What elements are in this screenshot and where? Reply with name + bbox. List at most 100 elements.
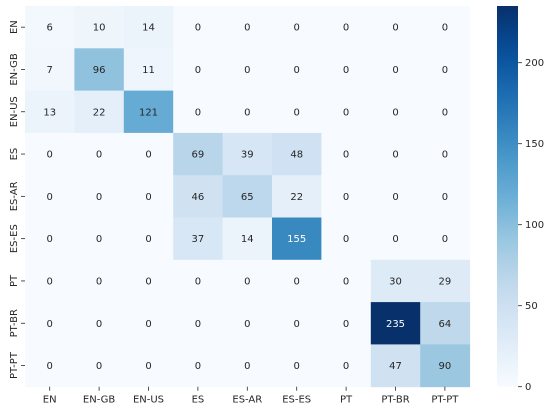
heatmap-cell-value: 0 [392, 234, 398, 245]
heatmap-cell-EN-US-ES-AR [222, 90, 273, 134]
heatmap-cell-value: 0 [244, 23, 250, 34]
heatmap-cell-value: 0 [343, 107, 349, 118]
y-tick-label: PT-PT [9, 351, 20, 379]
heatmap-cell-ES-ES-AR [222, 132, 273, 176]
heatmap-cell-PT-PT-EN-US [123, 344, 174, 388]
x-tick-label: EN [43, 395, 57, 406]
heatmap-cell-ES-ES-PT [321, 217, 372, 261]
heatmap-cell-value: 0 [145, 319, 151, 330]
heatmap-cell-value: 37 [192, 234, 205, 245]
x-tick-label: EN-GB [83, 395, 116, 406]
heatmap-cell-value: 0 [442, 150, 448, 161]
heatmap-cell-value: 0 [343, 65, 349, 76]
heatmap-cell-value: 39 [241, 150, 254, 161]
heatmap-cell-EN-GB-PT-PT [420, 48, 471, 92]
heatmap-cell-ES-EN-US [123, 132, 174, 176]
heatmap-cell-PT-PT-PT [321, 344, 372, 388]
heatmap-cell-ES-AR-ES-AR [222, 175, 273, 218]
heatmap-cell-value: 64 [439, 319, 452, 330]
heatmap-cell-value: 7 [47, 65, 53, 76]
heatmap-cell-ES-AR-ES [173, 175, 224, 218]
heatmap-cell-EN-US-PT-BR [370, 90, 421, 134]
heatmap-cell-PT-PT-BR [370, 259, 421, 303]
heatmap-cell-PT-ES-ES [272, 259, 322, 303]
heatmap-cell-value: 29 [439, 276, 452, 287]
heatmap-cell-EN-PT-PT [420, 6, 471, 49]
heatmap-cells [25, 6, 471, 388]
heatmap-cell-EN-EN-GB [74, 6, 125, 49]
x-tick-label: PT-BR [381, 395, 409, 406]
x-tick-label: PT [340, 395, 353, 406]
heatmap-cell-EN-US-PT-PT [420, 90, 471, 134]
heatmap-cell-PT-PT-EN [25, 344, 75, 388]
heatmap-cell-PT-BR-ES [173, 302, 224, 345]
heatmap-cell-EN-ES [173, 6, 224, 49]
heatmap-cell-ES-AR-EN [25, 175, 75, 218]
x-axis-ticks: EN EN-GB EN-US ES ES-AR ES-ES PT PT-BR PT-PT [43, 386, 459, 406]
heatmap-cell-ES-EN-GB [74, 132, 125, 176]
heatmap-cell-EN-EN [25, 6, 75, 49]
heatmap-cell-PT-BR-ES-AR [222, 302, 273, 345]
heatmap-cell-value: 0 [195, 361, 201, 372]
heatmap-cell-PT-BR-EN-US [123, 302, 174, 345]
heatmap-cell-ES-AR-ES-ES [272, 175, 322, 218]
y-tick-label: EN-GB [9, 53, 20, 86]
heatmap-cell-value: 0 [442, 107, 448, 118]
heatmap-cell-PT-PT [321, 259, 372, 303]
heatmap-cell-value: 0 [294, 319, 300, 330]
heatmap-cell-value: 0 [96, 361, 102, 372]
heatmap-cell-value: 0 [244, 276, 250, 287]
colorbar [497, 6, 518, 387]
y-axis-ticks: EN EN-GB EN-US ES ES-AR ES-ES PT PT-BR PT-PT [9, 20, 25, 379]
heatmap-cell-labels: 6 10 14 0 0 0 0 0 0 7 96 11 0 0 0 0 0 0 13 22 121 0 0 0 0 0 0 0 0 0 69… [43, 23, 451, 372]
heatmap-cell-value: 235 [386, 319, 405, 330]
heatmap-cell-value: 0 [145, 150, 151, 161]
y-tick-label: PT [9, 274, 20, 287]
heatmap-cell-value: 0 [294, 65, 300, 76]
heatmap-cell-EN-US-EN-US [123, 90, 174, 134]
colorbar-tick-label: 50 [525, 301, 538, 312]
heatmap-cell-PT-EN-GB [74, 259, 125, 303]
heatmap-cell-EN-US-ES [173, 90, 224, 134]
heatmap-cell-value: 155 [287, 234, 306, 245]
y-tick-label: PT-BR [9, 309, 20, 337]
heatmap-cell-EN-GB-ES-ES [272, 48, 322, 92]
heatmap-cell-EN-GB-ES-AR [222, 48, 273, 92]
heatmap-cell-value: 0 [343, 234, 349, 245]
heatmap-cell-ES-ES-EN [25, 217, 75, 261]
heatmap-cell-ES-ES-ES-AR [222, 217, 273, 261]
colorbar-tick-label: 200 [525, 58, 544, 69]
heatmap-cell-PT-BR-EN-GB [74, 302, 125, 345]
heatmap-cell-value: 0 [195, 65, 201, 76]
heatmap-cell-value: 0 [294, 361, 300, 372]
heatmap-cell-PT-BR-PT-PT [420, 302, 471, 345]
heatmap-cell-value: 0 [47, 150, 53, 161]
y-tick-label: ES-AR [9, 181, 20, 211]
y-tick-label: ES [9, 148, 20, 161]
heatmap-cell-PT-EN-US [123, 259, 174, 303]
heatmap-cell-value: 0 [442, 234, 448, 245]
heatmap-cell-value: 0 [195, 107, 201, 118]
heatmap-cell-value: 22 [93, 107, 106, 118]
heatmap-cell-EN-PT-BR [370, 6, 421, 49]
heatmap-cell-ES-AR-PT-PT [420, 175, 471, 218]
heatmap-cell-ES-EN [25, 132, 75, 176]
colorbar-ticks: 0 50 100 150 200 [518, 58, 544, 393]
heatmap-cell-value: 0 [145, 192, 151, 203]
heatmap-cell-EN-ES-AR [222, 6, 273, 49]
x-tick-label: ES-ES [282, 395, 311, 406]
x-tick-label: EN-US [133, 395, 164, 406]
y-tick-label: EN [9, 20, 20, 34]
heatmap-cell-ES-PT [321, 132, 372, 176]
heatmap-cell-value: 0 [96, 319, 102, 330]
heatmap-cell-PT-PT-PT-PT [420, 344, 471, 388]
heatmap-cell-EN-US-ES-ES [272, 90, 322, 134]
heatmap-cell-PT-ES-AR [222, 259, 273, 303]
heatmap-cell-value: 69 [192, 150, 205, 161]
heatmap-cell-ES-ES-PT-PT [420, 217, 471, 261]
heatmap-cell-ES-ES-EN-GB [74, 217, 125, 261]
heatmap-cell-value: 47 [389, 361, 402, 372]
heatmap-cell-PT-EN [25, 259, 75, 303]
colorbar-tick-label: 150 [525, 139, 544, 150]
